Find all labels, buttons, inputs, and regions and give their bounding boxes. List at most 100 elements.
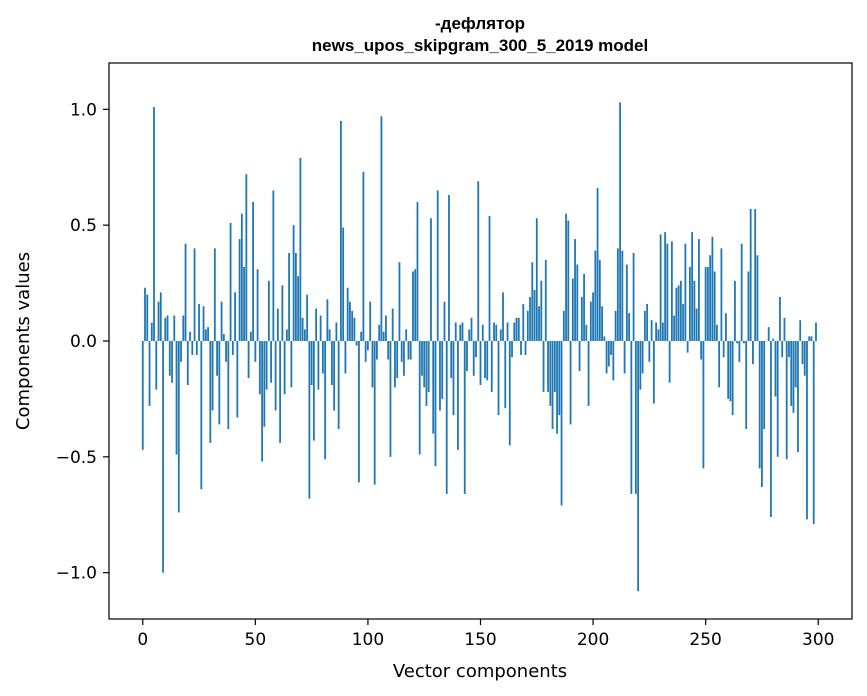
bar xyxy=(524,341,527,355)
bar xyxy=(646,303,649,341)
bar xyxy=(333,341,336,411)
bar xyxy=(171,341,173,383)
bar xyxy=(378,324,381,341)
bar xyxy=(193,248,196,341)
bar xyxy=(202,306,205,341)
bar xyxy=(592,292,594,341)
bar xyxy=(150,322,153,341)
x-tick-label: 250 xyxy=(689,630,721,650)
bar xyxy=(709,255,712,341)
bar xyxy=(643,310,646,341)
bar xyxy=(535,218,538,341)
bar xyxy=(220,301,223,341)
bar xyxy=(164,317,167,341)
bar xyxy=(533,290,536,341)
bar xyxy=(475,341,477,358)
y-tick-label: −0.5 xyxy=(56,448,97,468)
bar xyxy=(740,243,743,341)
bar xyxy=(747,271,750,341)
bar xyxy=(412,271,414,341)
bar xyxy=(265,341,268,390)
bar xyxy=(616,248,619,341)
bar xyxy=(403,341,405,376)
bar xyxy=(290,341,293,388)
bar xyxy=(256,269,259,341)
bar xyxy=(144,287,146,341)
bar xyxy=(195,341,198,355)
bar xyxy=(198,303,200,341)
bar xyxy=(605,341,608,374)
bar xyxy=(490,341,493,392)
x-tick-label: 100 xyxy=(352,630,384,650)
bar xyxy=(470,317,473,341)
bar xyxy=(445,341,448,494)
bar xyxy=(720,248,723,341)
bar xyxy=(443,301,446,341)
bar xyxy=(801,341,804,365)
bar xyxy=(513,322,516,341)
bar xyxy=(578,341,581,372)
bar xyxy=(540,280,543,341)
bar xyxy=(504,341,507,409)
bar xyxy=(405,329,408,341)
bar xyxy=(767,327,770,341)
bar xyxy=(623,341,626,374)
bar xyxy=(310,341,313,386)
bar xyxy=(803,341,806,376)
bar xyxy=(472,341,475,376)
chart-subtitle: news_upos_skipgram_300_5_2019 model xyxy=(312,36,648,55)
bar xyxy=(306,294,309,341)
bar xyxy=(385,315,387,341)
bar xyxy=(722,341,725,358)
bar xyxy=(450,341,453,379)
bar xyxy=(625,264,628,341)
bar xyxy=(752,341,754,365)
bar xyxy=(409,341,412,360)
bar xyxy=(249,331,252,341)
bar xyxy=(236,341,239,418)
bar xyxy=(781,341,784,358)
y-tick-label: 0.5 xyxy=(70,216,97,236)
bar xyxy=(270,341,273,383)
bar xyxy=(319,315,322,341)
bar xyxy=(292,225,295,341)
bar xyxy=(182,315,185,341)
bar xyxy=(761,341,763,487)
bar xyxy=(308,341,311,499)
bar xyxy=(396,341,399,379)
bar xyxy=(758,341,761,469)
bar xyxy=(227,341,230,430)
bar xyxy=(254,341,257,362)
bar xyxy=(267,280,270,341)
bar xyxy=(285,329,288,341)
bar xyxy=(189,331,191,341)
bar xyxy=(734,280,736,341)
bar xyxy=(186,341,189,386)
bar xyxy=(157,301,160,341)
bar xyxy=(790,341,793,406)
bar xyxy=(484,341,486,379)
bar xyxy=(457,341,459,450)
bar xyxy=(763,341,766,430)
bar xyxy=(614,310,617,341)
bar xyxy=(371,341,374,388)
bar xyxy=(718,341,721,388)
bar xyxy=(204,329,207,341)
bar xyxy=(571,278,574,341)
bar xyxy=(673,315,676,341)
bar xyxy=(448,195,450,341)
bar xyxy=(551,341,554,430)
bar xyxy=(529,296,531,341)
bar xyxy=(729,341,732,402)
bar xyxy=(544,259,547,341)
bar xyxy=(425,341,428,406)
bar xyxy=(468,329,471,341)
x-tick-label: 200 xyxy=(577,630,609,650)
bar xyxy=(567,220,570,341)
bar xyxy=(725,313,727,341)
bar xyxy=(799,320,802,341)
bar xyxy=(421,341,423,376)
bar xyxy=(441,341,444,399)
bar xyxy=(562,310,565,341)
bar xyxy=(576,264,579,341)
